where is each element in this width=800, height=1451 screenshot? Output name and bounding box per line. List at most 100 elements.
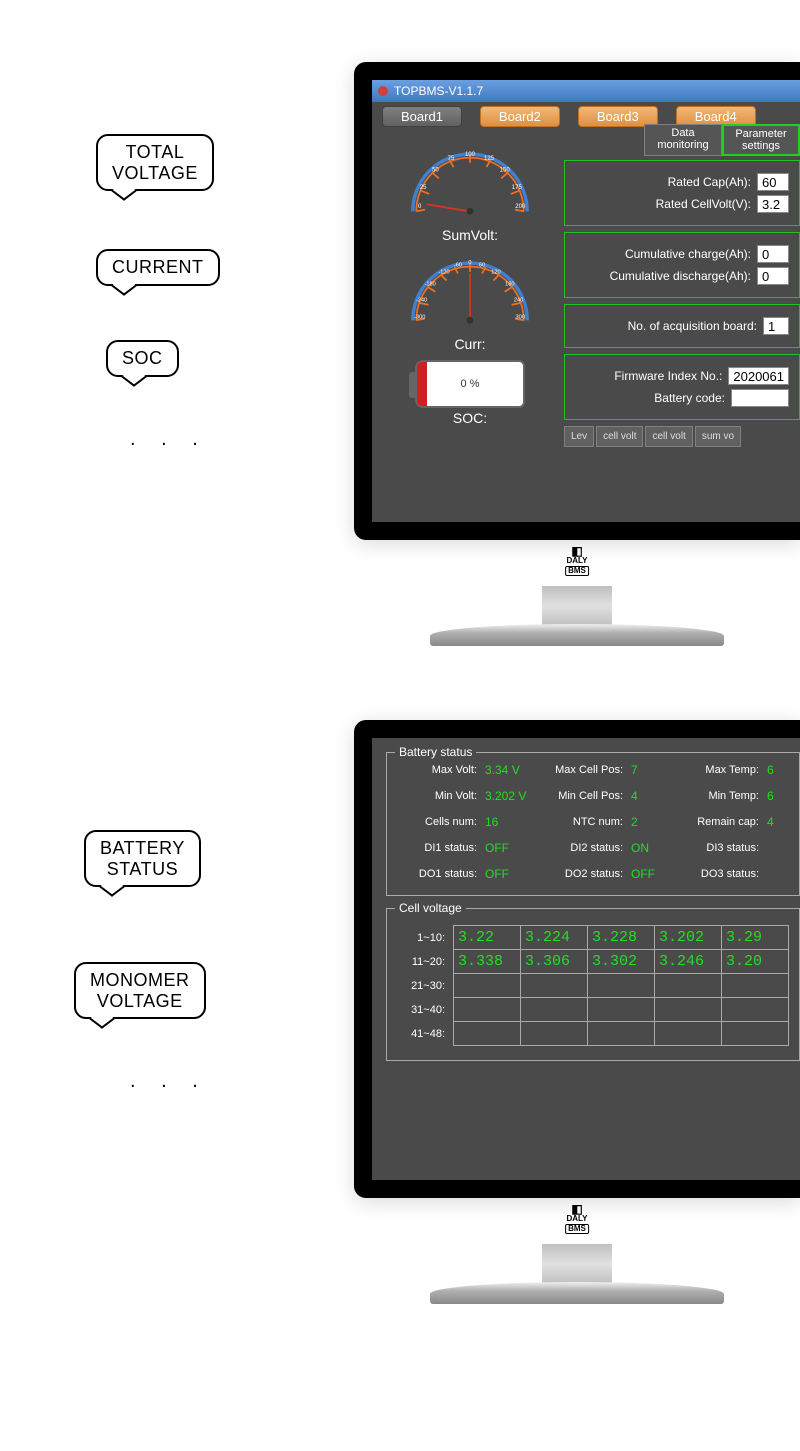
svg-text:60: 60 bbox=[479, 263, 485, 269]
field-firmware[interactable]: 2020061 bbox=[728, 367, 789, 385]
status-value: 4 bbox=[767, 815, 789, 829]
monitor-brand-1: ◧ DALY BMS bbox=[565, 545, 589, 576]
status-label: Min Temp: bbox=[679, 790, 759, 802]
mini-header-cellvolt2: cell volt bbox=[645, 426, 692, 447]
cell-voltage-value: 3.338 bbox=[454, 950, 521, 974]
status-label: Max Cell Pos: bbox=[543, 764, 623, 776]
status-value: OFF bbox=[485, 867, 535, 881]
tab-data-monitoring[interactable]: Datamonitoring bbox=[644, 124, 722, 156]
bubble-battery-status: BATTERYSTATUS bbox=[84, 830, 201, 887]
bubble-total-voltage: TOTALVOLTAGE bbox=[96, 134, 214, 191]
cell-voltage-value bbox=[454, 974, 521, 998]
cell-voltage-value bbox=[654, 1022, 721, 1046]
cell-voltage-value: 3.306 bbox=[521, 950, 588, 974]
svg-text:25: 25 bbox=[420, 185, 427, 191]
status-value: 16 bbox=[485, 815, 535, 829]
status-value: OFF bbox=[485, 841, 535, 855]
cell-voltage-value: 3.228 bbox=[587, 926, 654, 950]
svg-text:150: 150 bbox=[500, 167, 511, 173]
cell-voltage-value bbox=[587, 1022, 654, 1046]
status-label: Min Volt: bbox=[397, 790, 477, 802]
cell-voltage-value bbox=[587, 998, 654, 1022]
svg-text:50: 50 bbox=[432, 167, 439, 173]
tab-parameter-settings[interactable]: Parametersettings bbox=[722, 124, 800, 156]
gauges-column: 02550 75100125 150175200 SumVolt: bbox=[386, 142, 554, 434]
ellipsis-2: . . . bbox=[130, 1070, 208, 1093]
tab-board1[interactable]: Board1 bbox=[382, 106, 462, 127]
monitor-stand-base-1 bbox=[430, 624, 724, 646]
status-label: Max Temp: bbox=[679, 764, 759, 776]
cell-voltage-value bbox=[454, 1022, 521, 1046]
cell-voltage-value bbox=[521, 998, 588, 1022]
status-label: DI1 status: bbox=[397, 842, 477, 854]
svg-text:240: 240 bbox=[514, 297, 523, 303]
monitor-brand-2: ◧ DALY BMS bbox=[565, 1203, 589, 1234]
cell-voltage-value: 3.22 bbox=[454, 926, 521, 950]
cell-voltage-value bbox=[721, 974, 788, 998]
ellipsis-1: . . . bbox=[130, 428, 208, 451]
field-acq-board[interactable]: 1 bbox=[763, 317, 789, 335]
status-value: 7 bbox=[631, 763, 671, 777]
label-cum-discharge: Cumulative discharge(Ah): bbox=[610, 269, 751, 283]
field-rated-cellvolt[interactable]: 3.2 bbox=[757, 195, 789, 213]
svg-text:-120: -120 bbox=[438, 270, 449, 276]
status-value: 4 bbox=[631, 789, 671, 803]
close-icon[interactable] bbox=[378, 86, 388, 96]
field-battery-code[interactable] bbox=[731, 389, 789, 407]
cell-voltage-value: 3.29 bbox=[721, 926, 788, 950]
mode-tabs: Datamonitoring Parametersettings bbox=[644, 124, 800, 156]
cell-voltage-value bbox=[654, 974, 721, 998]
label-curr: Curr: bbox=[386, 336, 554, 352]
fieldset-cell-voltage: Cell voltage 1~10:3.223.2243.2283.2023.2… bbox=[386, 908, 800, 1061]
svg-text:120: 120 bbox=[491, 270, 500, 276]
svg-text:0: 0 bbox=[418, 204, 422, 210]
bubble-monomer-voltage: MONOMERVOLTAGE bbox=[74, 962, 206, 1019]
cell-voltage-value: 3.224 bbox=[521, 926, 588, 950]
cell-voltage-value bbox=[721, 998, 788, 1022]
field-rated-cap[interactable]: 60 bbox=[757, 173, 789, 191]
status-value: OFF bbox=[631, 867, 671, 881]
cell-voltage-value: 3.20 bbox=[721, 950, 788, 974]
cell-voltage-value bbox=[454, 998, 521, 1022]
mini-header-sumvo: sum vo bbox=[695, 426, 741, 447]
mini-headers: Lev cell volt cell volt sum vo bbox=[564, 426, 800, 447]
status-label: DI2 status: bbox=[543, 842, 623, 854]
params-panel: Rated Cap(Ah): 60 Rated CellVolt(V): 3.2 C… bbox=[564, 160, 800, 522]
battery-percent: 0 % bbox=[417, 378, 523, 390]
cell-voltage-table: 1~10:3.223.2243.2283.2023.2911~20:3.3383… bbox=[397, 925, 789, 1046]
status-label: Min Cell Pos: bbox=[543, 790, 623, 802]
status-value: 6 bbox=[767, 763, 789, 777]
tab-board2[interactable]: Board2 bbox=[480, 106, 560, 127]
gauge-sumvolt: 02550 75100125 150175200 bbox=[395, 142, 545, 220]
monitor-2: Battery status Max Volt:3.34 VMax Cell P… bbox=[354, 720, 800, 1198]
window-title: TOPBMS-V1.1.7 bbox=[394, 84, 483, 98]
label-soc: SOC: bbox=[386, 410, 554, 426]
svg-text:300: 300 bbox=[516, 315, 525, 321]
cell-row-label: 11~20: bbox=[397, 950, 454, 974]
cell-voltage-value bbox=[521, 974, 588, 998]
label-cum-charge: Cumulative charge(Ah): bbox=[625, 247, 751, 261]
label-sumvolt: SumVolt: bbox=[386, 227, 554, 243]
label-rated-cap: Rated Cap(Ah): bbox=[668, 175, 751, 189]
svg-text:125: 125 bbox=[484, 156, 495, 162]
cell-voltage-value bbox=[587, 974, 654, 998]
monitor-1: TOPBMS-V1.1.7 Board1 Board2 Board3 Board… bbox=[354, 62, 800, 540]
svg-text:100: 100 bbox=[465, 152, 476, 158]
label-rated-cellvolt: Rated CellVolt(V): bbox=[656, 197, 751, 211]
field-cum-charge[interactable]: 0 bbox=[757, 245, 789, 263]
cell-row-label: 1~10: bbox=[397, 926, 454, 950]
svg-text:-180: -180 bbox=[425, 282, 436, 288]
screen-status: Battery status Max Volt:3.34 VMax Cell P… bbox=[372, 738, 800, 1180]
cell-row-label: 41~48: bbox=[397, 1022, 454, 1046]
svg-text:-60: -60 bbox=[454, 263, 462, 269]
status-label: Cells num: bbox=[397, 816, 477, 828]
mini-header-lev: Lev bbox=[564, 426, 594, 447]
battery-icon: 0 % bbox=[415, 360, 525, 408]
field-cum-discharge[interactable]: 0 bbox=[757, 267, 789, 285]
cell-voltage-value bbox=[521, 1022, 588, 1046]
status-value: ON bbox=[631, 841, 671, 855]
mini-header-cellvolt1: cell volt bbox=[596, 426, 643, 447]
svg-text:0: 0 bbox=[468, 260, 471, 266]
label-battery-code: Battery code: bbox=[654, 391, 725, 405]
monitor-stand-base-2 bbox=[430, 1282, 724, 1304]
